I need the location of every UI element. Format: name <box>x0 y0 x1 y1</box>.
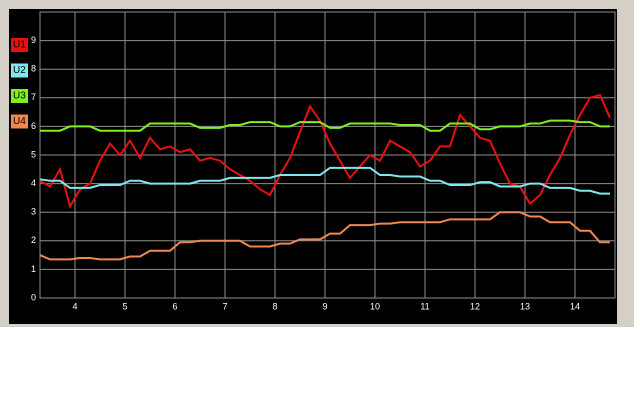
y-tick-label: 4 <box>31 178 36 188</box>
x-tick-label: 13 <box>520 301 530 311</box>
legend-swatch <box>11 38 28 52</box>
x-tick-label: 6 <box>172 301 177 311</box>
y-tick-label: 1 <box>31 264 36 274</box>
x-tick-label: 11 <box>420 301 429 311</box>
x-tick-label: 7 <box>222 301 227 311</box>
x-tick-label: 10 <box>370 301 380 311</box>
y-tick-label: 9 <box>31 35 36 45</box>
y-tick-label: 6 <box>31 121 36 131</box>
y-tick-label: 8 <box>31 64 36 74</box>
series-line <box>39 166 610 195</box>
series-line <box>39 211 610 261</box>
x-tick-label: 5 <box>122 301 127 311</box>
legend-label: U3 <box>13 91 26 102</box>
series-line <box>40 119 610 132</box>
y-tick-label: 5 <box>31 149 36 159</box>
x-tick-label: 8 <box>272 301 277 311</box>
x-tick-label: 12 <box>470 301 480 311</box>
y-tick-label: 3 <box>31 207 36 217</box>
legend-swatch <box>11 114 28 129</box>
x-tick-label: 4 <box>72 301 77 311</box>
series-line <box>39 93 611 210</box>
legend-swatch <box>11 89 28 103</box>
x-tick-label: 14 <box>570 301 580 311</box>
legend-label: U2 <box>13 65 26 76</box>
legend-label: U1 <box>13 40 26 51</box>
y-tick-label: 2 <box>31 235 36 245</box>
y-tick-label: 7 <box>31 92 36 102</box>
x-tick-label: 9 <box>322 301 327 311</box>
plot-panel <box>9 9 617 324</box>
legend-swatch <box>11 63 28 78</box>
legend-label: U4 <box>13 116 26 127</box>
y-tick-label: 0 <box>31 292 36 302</box>
